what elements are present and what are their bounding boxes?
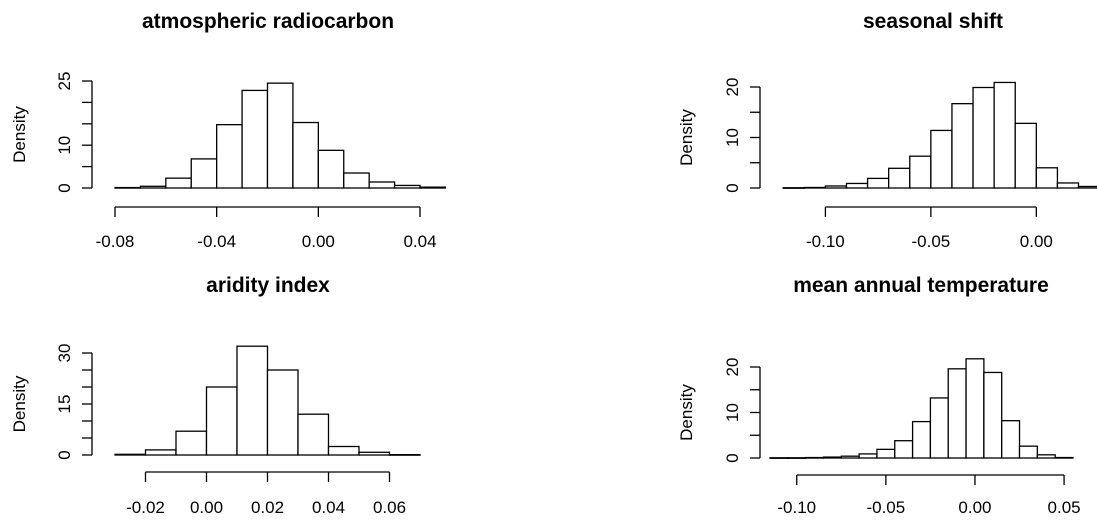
y-axis-label: Density bbox=[10, 106, 29, 163]
y-axis-label: Density bbox=[677, 384, 696, 441]
y-tick-label: 0 bbox=[723, 453, 742, 462]
y-tick-label: 30 bbox=[55, 344, 74, 363]
histogram-bar bbox=[947, 368, 967, 459]
x-tick-label: -0.02 bbox=[126, 498, 165, 517]
x-tick-label: 0.00 bbox=[302, 232, 335, 251]
x-tick-label: 0.00 bbox=[958, 498, 991, 517]
histogram-bar bbox=[139, 185, 167, 189]
x-tick-label: 0.00 bbox=[1020, 232, 1053, 251]
x-tick-label: -0.10 bbox=[777, 498, 816, 517]
panel-title: mean annual temperature bbox=[793, 274, 1049, 297]
y-tick-label: 10 bbox=[55, 136, 74, 155]
histogram-panel-4: mean annual temperature Density 0 10 20 -0.10… bbox=[677, 274, 1081, 517]
y-tick-label: 10 bbox=[723, 403, 742, 422]
x-tick-label: -0.08 bbox=[96, 232, 135, 251]
histogram-bar bbox=[236, 345, 269, 456]
histogram-panel-1: atmospheric radiocarbon Density 0 10 25 -0.08… bbox=[10, 10, 447, 251]
histogram-bar bbox=[858, 453, 878, 459]
histogram-bar bbox=[241, 89, 269, 189]
histogram-bar bbox=[266, 369, 299, 456]
histogram-bar bbox=[292, 121, 319, 189]
histogram-bar bbox=[266, 82, 294, 189]
x-tick-label: 0.06 bbox=[373, 498, 406, 517]
histogram-bar bbox=[175, 430, 208, 456]
y-tick-label: 20 bbox=[723, 78, 742, 97]
histogram-bar bbox=[419, 186, 447, 189]
histogram-bar bbox=[114, 186, 142, 189]
histogram-bar bbox=[769, 457, 789, 459]
x-tick-label: -0.05 bbox=[911, 232, 950, 251]
histogram-bar bbox=[358, 451, 391, 456]
histogram-bar bbox=[876, 448, 896, 459]
y-tick-label: 15 bbox=[55, 395, 74, 414]
histogram-bar bbox=[1077, 185, 1097, 189]
histogram-bar bbox=[190, 158, 218, 189]
x-tick-label: 0.04 bbox=[312, 498, 345, 517]
panel-title: seasonal shift bbox=[863, 10, 1003, 33]
histogram-bar bbox=[822, 456, 842, 459]
y-axis-label: Density bbox=[677, 109, 696, 166]
histogram-bar bbox=[368, 181, 396, 189]
histogram-panel-3: aridity index Density 0 15 30 -0.02 0.00 0.02 0.… bbox=[10, 274, 421, 517]
histogram-bar bbox=[393, 184, 421, 189]
histogram-bar bbox=[787, 457, 807, 459]
histogram-bar bbox=[297, 413, 330, 456]
histogram-bar bbox=[965, 358, 985, 459]
histogram-bar bbox=[804, 456, 825, 459]
histogram-bar bbox=[165, 177, 192, 189]
histogram-bar bbox=[894, 440, 914, 459]
x-tick-label: -0.10 bbox=[806, 232, 845, 251]
histogram-bar bbox=[1054, 456, 1074, 459]
histogram-bar bbox=[1018, 445, 1039, 459]
y-tick-label: 0 bbox=[55, 450, 74, 459]
histogram-bar bbox=[845, 182, 869, 189]
panel-title: aridity index bbox=[206, 274, 330, 297]
histogram-bar bbox=[911, 420, 932, 459]
y-tick-label: 10 bbox=[723, 128, 742, 147]
panel-title: atmospheric radiocarbon bbox=[142, 10, 394, 33]
histogram-bar bbox=[144, 449, 177, 456]
histogram-bar bbox=[782, 187, 805, 189]
histogram-bar bbox=[114, 453, 147, 456]
histogram-bar bbox=[930, 129, 953, 189]
histogram-bar bbox=[1035, 167, 1059, 189]
y-axis-label: Density bbox=[10, 375, 29, 432]
histogram-bar bbox=[1056, 182, 1080, 189]
histogram-bar bbox=[888, 167, 911, 189]
histogram-bar bbox=[993, 81, 1016, 189]
x-tick-label: 0.02 bbox=[251, 498, 284, 517]
histogram-bar bbox=[327, 445, 360, 456]
histogram-panel-2: seasonal shift Density 0 10 20 -0.10 -0.05 0.00 bbox=[677, 10, 1097, 251]
histogram-bar bbox=[824, 185, 848, 189]
histogram-bar bbox=[1014, 122, 1037, 189]
y-tick-label: 20 bbox=[723, 358, 742, 377]
y-tick-label: 25 bbox=[55, 72, 74, 91]
y-tick-label: 0 bbox=[723, 183, 742, 192]
histogram-bar bbox=[803, 186, 827, 189]
x-tick-label: 0.04 bbox=[403, 232, 436, 251]
histogram-bar bbox=[929, 397, 949, 459]
histogram-bar bbox=[205, 386, 238, 456]
histogram-bar bbox=[909, 155, 932, 189]
histogram-bar bbox=[216, 124, 243, 189]
histogram-bar bbox=[317, 149, 345, 189]
x-tick-label: 0.05 bbox=[1048, 498, 1081, 517]
x-tick-label: -0.05 bbox=[866, 498, 905, 517]
x-tick-label: -0.04 bbox=[197, 232, 236, 251]
histogram-bar bbox=[983, 371, 1003, 459]
x-tick-label: 0.00 bbox=[190, 498, 223, 517]
y-tick-label: 0 bbox=[55, 183, 74, 192]
histogram-bar bbox=[951, 103, 974, 189]
histogram-bar bbox=[866, 177, 890, 189]
histogram-bar bbox=[343, 172, 370, 189]
histogram-bar bbox=[1001, 420, 1021, 459]
histogram-bar bbox=[388, 454, 421, 456]
histogram-bar bbox=[840, 455, 860, 459]
histogram-bar bbox=[1036, 454, 1056, 459]
histogram-bar bbox=[972, 86, 995, 189]
